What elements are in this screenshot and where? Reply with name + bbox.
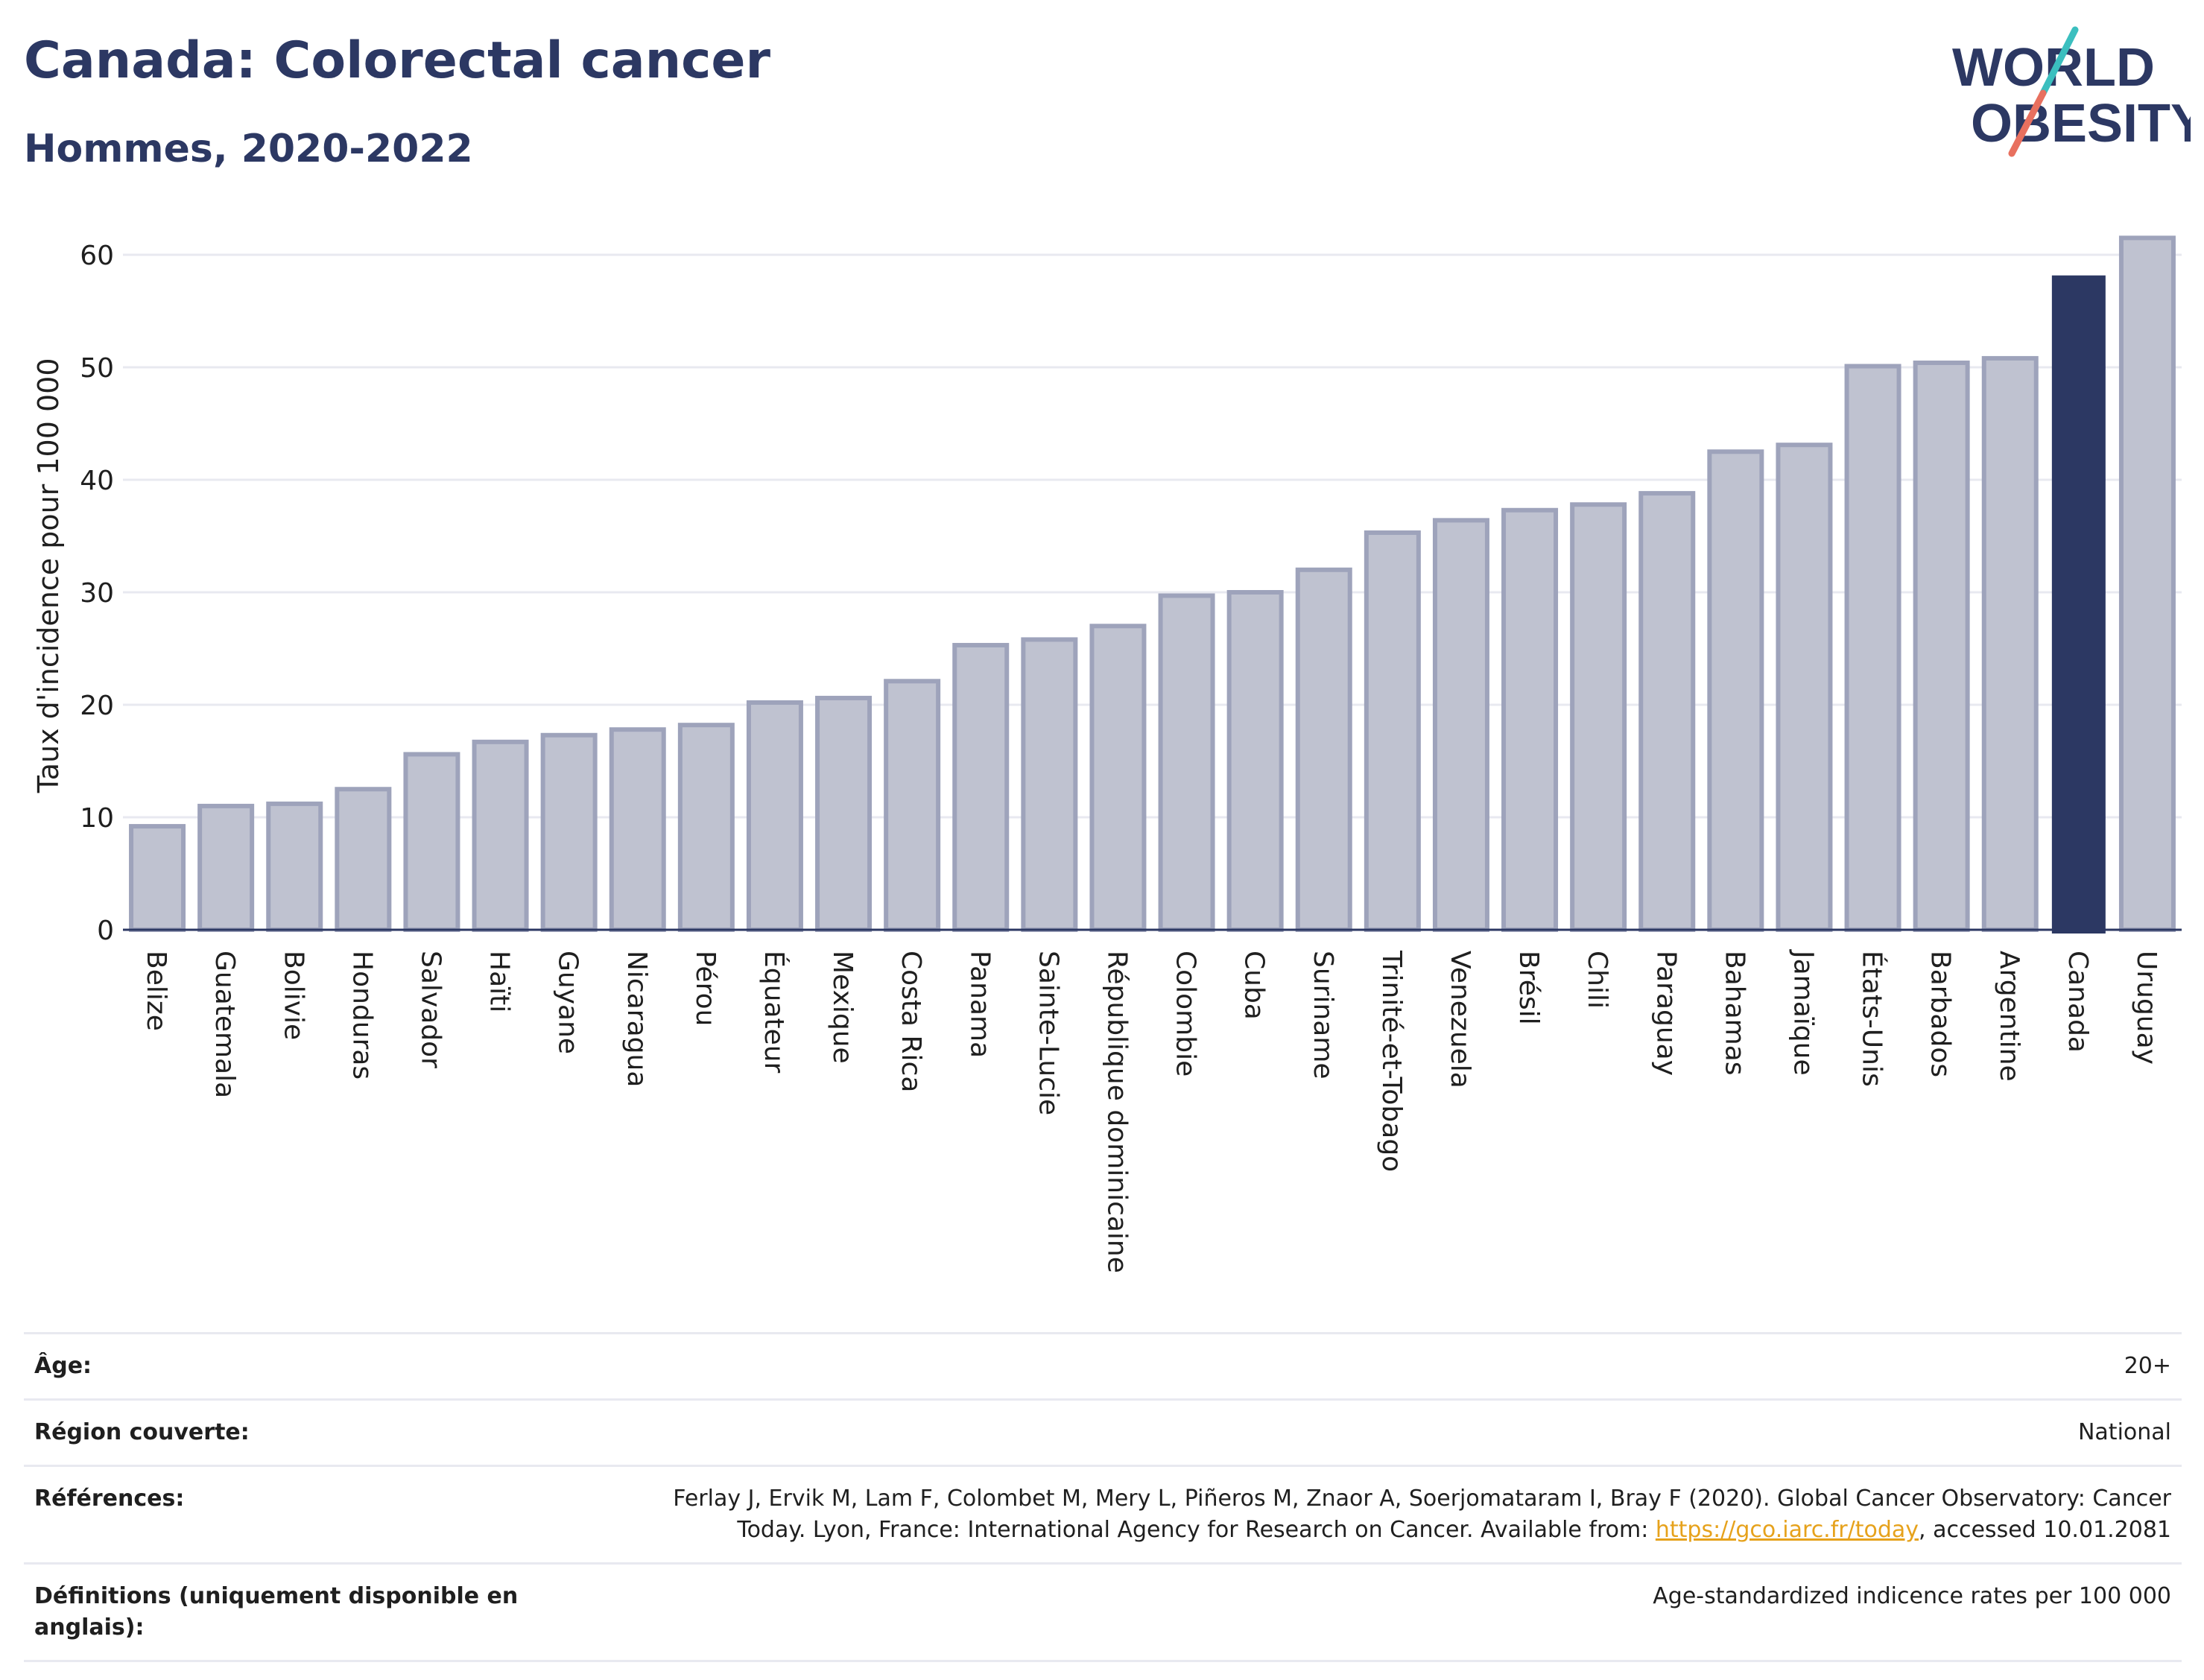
age-label: Âge: <box>34 1353 92 1379</box>
x-tick-label: Guatemala <box>209 951 240 1098</box>
bar-Panama[interactable] <box>952 642 1010 932</box>
bar-Paraguay[interactable] <box>1638 491 1696 932</box>
bar-République dominicaine[interactable] <box>1089 624 1147 932</box>
info-row-age: Âge: 20+ <box>24 1332 2182 1398</box>
info-row-region: Région couverte: National <box>24 1398 2182 1465</box>
x-tick-label: Équateur <box>759 951 790 1074</box>
region-value: National <box>2077 1419 2171 1445</box>
bar-Belize[interactable] <box>129 824 186 933</box>
x-tick-label: Costa Rica <box>896 951 926 1092</box>
x-tick-label: Mexique <box>827 951 858 1064</box>
bar-Cuba[interactable] <box>1226 590 1284 932</box>
bar-Venezuela[interactable] <box>1432 518 1489 932</box>
bar-chart: 0 10 20 30 40 50 60 Belize Guatemala Bolivie Hondu… <box>32 235 2182 1273</box>
bar-Bahamas[interactable] <box>1707 449 1764 932</box>
x-tick-label: Panama <box>964 951 995 1058</box>
info-row-definitions: Définitions (uniquement disponible en an… <box>24 1562 2182 1662</box>
world-obesity-logo: WORLD OBESITY <box>1952 26 2191 157</box>
references-accessed: , accessed 10.01.2081 <box>1919 1517 2171 1543</box>
bar-Haïti[interactable] <box>472 739 529 933</box>
x-tick-label: Uruguay <box>2131 951 2162 1065</box>
references-link[interactable]: https://gco.iarc.fr/today <box>1655 1517 1919 1543</box>
bar-Bolivie[interactable] <box>266 801 323 932</box>
x-tick-label: Sainte-Lucie <box>1033 951 1063 1115</box>
x-tick-label: Bahamas <box>1719 951 1749 1076</box>
y-axis-label: Taux d'incidence pour 100 000 <box>32 358 65 793</box>
x-tick-label: République dominicaine <box>1101 951 1132 1273</box>
definitions-value: Age-standardized indicence rates per 100… <box>1653 1583 2171 1609</box>
definitions-label: Définitions (uniquement disponible en an… <box>34 1583 519 1641</box>
y-tick-label: 10 <box>80 803 114 834</box>
tick-labels: 0 10 20 30 40 50 60 Belize Guatemala Bolivie Hondu… <box>80 241 2162 1273</box>
y-tick-label: 60 <box>80 241 114 271</box>
bar-Costa Rica[interactable] <box>884 679 941 932</box>
age-value: 20+ <box>2124 1353 2171 1379</box>
bar-Honduras[interactable] <box>335 787 392 932</box>
references-value: Ferlay J, Ervik M, Lam F, Colombet M, Me… <box>607 1483 2171 1546</box>
x-tick-label: Cuba <box>1239 951 1270 1020</box>
x-tick-label: Guyane <box>553 951 583 1054</box>
y-tick-label: 40 <box>80 466 114 496</box>
bars <box>129 235 2176 933</box>
bar-Salvador[interactable] <box>403 752 460 932</box>
x-tick-label: Venezuela <box>1445 951 1475 1088</box>
x-tick-label: Jamaïque <box>1787 949 1818 1076</box>
info-row-references: Références: Ferlay J, Ervik M, Lam F, Co… <box>24 1465 2182 1562</box>
x-tick-label: Haïti <box>484 951 515 1012</box>
bar-Chili[interactable] <box>1570 502 1627 933</box>
x-tick-label: Belize <box>141 951 171 1031</box>
chart-subtitle: Hommes, 2020-2022 <box>24 127 473 171</box>
bar-États-Unis[interactable] <box>1844 364 1901 933</box>
x-tick-label: Canada <box>2062 951 2093 1053</box>
bar-Guyane[interactable] <box>540 732 598 933</box>
x-tick-label: Barbados <box>1925 951 1956 1077</box>
x-tick-label: Pérou <box>690 951 721 1026</box>
x-tick-label: Salvador <box>415 951 446 1068</box>
logo-slash-teal <box>2039 26 2079 97</box>
bar-Colombie[interactable] <box>1158 593 1215 933</box>
x-tick-label: Bolivie <box>278 951 308 1040</box>
logo-line-2: OBESITY <box>1971 94 2191 153</box>
bar-Barbados[interactable] <box>1913 360 1970 932</box>
references-text: Ferlay J, Ervik M, Lam F, Colombet M, Me… <box>673 1486 2171 1543</box>
bar-Mexique[interactable] <box>815 695 873 932</box>
bar-Pérou[interactable] <box>677 723 735 932</box>
bar-Guatemala[interactable] <box>197 803 255 933</box>
bar-Suriname[interactable] <box>1295 567 1352 932</box>
bar-Canada[interactable] <box>2051 275 2106 933</box>
bar-Équateur[interactable] <box>746 700 803 932</box>
info-table: Âge: 20+ Région couverte: National Référ… <box>24 1332 2182 1662</box>
bar-Argentine[interactable] <box>1981 355 2039 933</box>
bar-Jamaïque[interactable] <box>1776 443 1833 932</box>
logo-slash-coral <box>2008 89 2047 157</box>
x-tick-label: Argentine <box>1994 951 2024 1082</box>
bar-Uruguay[interactable] <box>2118 235 2176 933</box>
x-tick-label: Suriname <box>1308 951 1338 1080</box>
y-tick-label: 20 <box>80 691 114 721</box>
references-label: Références: <box>34 1486 185 1512</box>
x-tick-label: Paraguay <box>1650 951 1681 1076</box>
y-tick-label: 50 <box>80 353 114 384</box>
x-tick-label: Nicaragua <box>621 951 652 1087</box>
x-tick-label: Colombie <box>1171 951 1201 1077</box>
bar-Sainte-Lucie[interactable] <box>1021 637 1078 932</box>
chart-title: Canada: Colorectal cancer <box>24 31 771 90</box>
x-tick-label: Honduras <box>346 951 377 1080</box>
region-label: Région couverte: <box>34 1419 250 1445</box>
bar-Trinité-et-Tobago[interactable] <box>1364 530 1421 933</box>
x-tick-label: Trinité-et-Tobago <box>1376 950 1407 1172</box>
x-tick-label: Chili <box>1582 951 1612 1009</box>
y-tick-label: 0 <box>97 916 114 946</box>
x-tick-label: Brésil <box>1513 951 1544 1025</box>
x-tick-label: États-Unis <box>1857 951 1888 1087</box>
bar-Brésil[interactable] <box>1501 507 1559 932</box>
bar-Nicaragua[interactable] <box>609 727 666 932</box>
y-tick-label: 30 <box>80 578 114 609</box>
gridlines <box>123 253 2182 819</box>
